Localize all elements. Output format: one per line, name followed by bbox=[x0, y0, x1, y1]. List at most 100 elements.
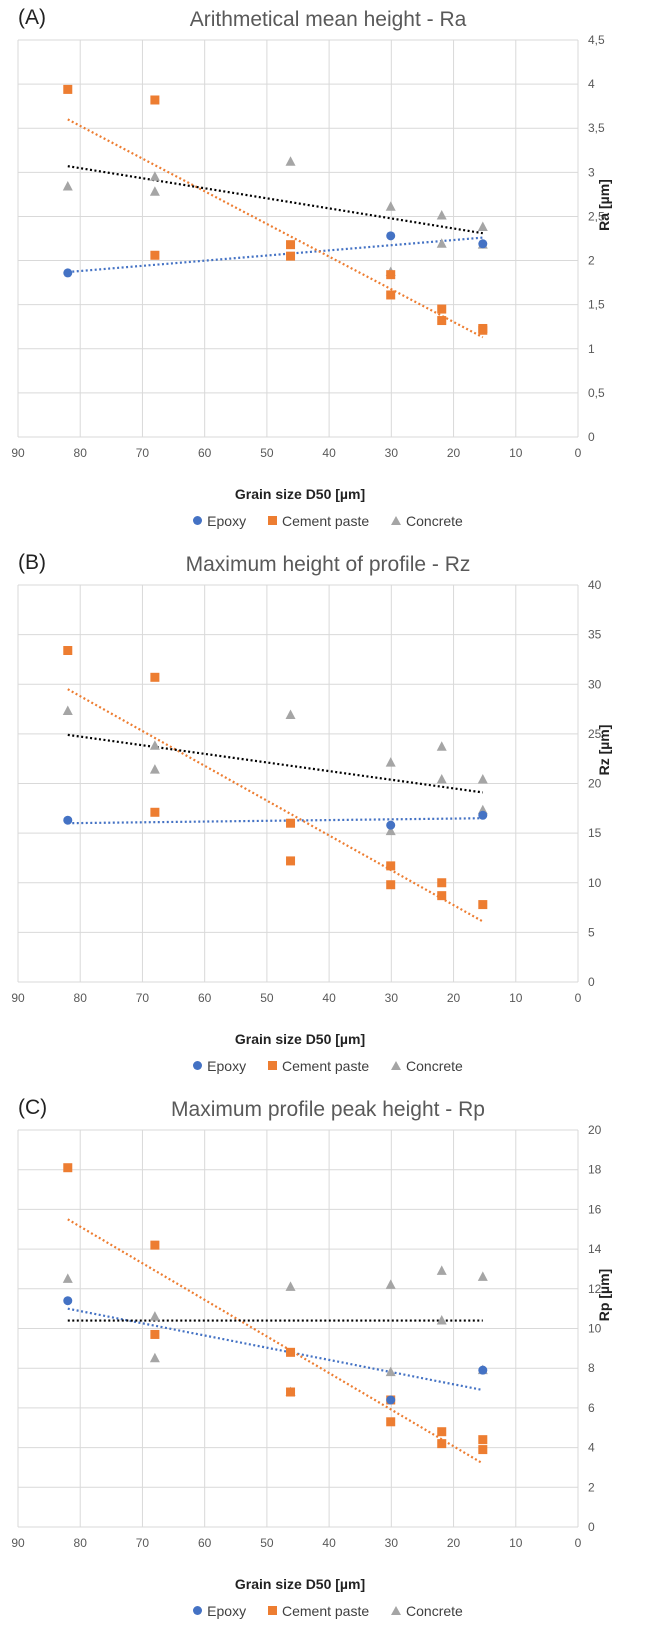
data-point-cement-paste bbox=[437, 304, 447, 314]
x-tick-label: 30 bbox=[385, 446, 399, 460]
x-tick-label: 50 bbox=[260, 1536, 274, 1550]
data-point-cement-paste bbox=[286, 856, 296, 866]
y-tick-label: 4 bbox=[588, 77, 595, 91]
x-tick-label: 10 bbox=[509, 1536, 523, 1550]
data-point-cement-paste bbox=[286, 251, 296, 261]
legend: Epoxy Cement paste Concrete bbox=[0, 1058, 656, 1074]
legend-label: Cement paste bbox=[281, 1058, 370, 1074]
x-tick-label: 40 bbox=[322, 1536, 336, 1550]
data-point-concrete bbox=[436, 741, 447, 751]
trendline-cement-paste bbox=[67, 118, 484, 339]
trendline-epoxy bbox=[67, 236, 483, 274]
legend-item-epoxy: Epoxy bbox=[193, 1603, 246, 1619]
data-point-epoxy bbox=[63, 1296, 73, 1306]
data-point-concrete bbox=[62, 180, 73, 191]
y-tick-label: 16 bbox=[588, 1202, 602, 1216]
legend: Epoxy Cement paste Concrete bbox=[0, 513, 656, 529]
x-tick-label: 60 bbox=[198, 446, 212, 460]
chart-plot-a: 90 80 70 60 50 40 30 20 10 00 0,5 1 1,5 2 2,5 3 3,5 4 4,5 bbox=[11, 33, 605, 460]
data-point-epoxy bbox=[63, 268, 73, 278]
x-tick-label: 0 bbox=[575, 1536, 582, 1550]
y-tick-label: 0 bbox=[588, 430, 595, 444]
y-tick-label: 2 bbox=[588, 254, 595, 268]
y-tick-label: 4,5 bbox=[588, 33, 605, 47]
x-tick-label: 20 bbox=[447, 446, 461, 460]
data-point-concrete bbox=[385, 1366, 396, 1377]
chart-plot-c: 90 80 70 60 50 40 30 20 10 00 2 4 6 8 10 12 14 16 18 20 bbox=[11, 1123, 602, 1550]
x-tick-label: 80 bbox=[74, 1536, 88, 1550]
data-point-cement-paste bbox=[150, 672, 160, 682]
data-point-cement-paste bbox=[386, 290, 396, 300]
data-point-concrete bbox=[385, 1279, 396, 1289]
chart-title: Arithmetical mean height - Ra bbox=[189, 8, 467, 31]
legend-marker-square bbox=[267, 1061, 277, 1070]
legend-item-concrete: Concrete bbox=[391, 1058, 463, 1074]
chart-panel-b: 90 80 70 60 50 40 30 20 10 0 0 5 10 15 20 25 30 35 40 (B) … bbox=[0, 545, 656, 1085]
data-point-cement-paste bbox=[437, 316, 447, 326]
data-point-cement-paste bbox=[386, 880, 396, 890]
data-point-concrete bbox=[477, 221, 488, 232]
x-tick-label: 60 bbox=[198, 991, 212, 1005]
data-point-concrete bbox=[149, 1311, 160, 1321]
x-tick-label: 70 bbox=[136, 446, 150, 460]
data-point-cement-paste bbox=[150, 95, 160, 105]
y-tick-label: 14 bbox=[588, 1242, 602, 1256]
trendline-epoxy bbox=[67, 817, 483, 825]
chart-panel-c: 90 80 70 60 50 40 30 20 10 0 0 2 4 6 8 10 12 14 16 18 20 (C)… bbox=[0, 1090, 656, 1627]
y-axis-label: Rz [µm] bbox=[596, 724, 612, 776]
y-tick-label: 0,5 bbox=[588, 386, 605, 400]
data-point-cement-paste bbox=[478, 900, 488, 910]
y-tick-label: 10 bbox=[588, 876, 602, 890]
data-point-concrete bbox=[62, 1273, 73, 1283]
data-point-concrete bbox=[149, 171, 160, 181]
legend-marker-square bbox=[267, 1606, 277, 1615]
y-tick-label: 2 bbox=[588, 1480, 595, 1494]
trendline-epoxy bbox=[67, 1307, 484, 1392]
trendline-cement-paste bbox=[67, 688, 484, 923]
y-tick-label: 12 bbox=[588, 1282, 602, 1296]
data-point-concrete bbox=[149, 186, 160, 196]
data-point-cement-paste bbox=[437, 1427, 447, 1437]
x-axis-label: Grain size D50 [µm] bbox=[234, 1576, 366, 1592]
data-point-concrete bbox=[436, 238, 447, 248]
data-point-cement-paste bbox=[437, 1439, 447, 1449]
legend-item-concrete: Concrete bbox=[391, 513, 463, 529]
legend-marker-square bbox=[267, 516, 277, 525]
data-point-cement-paste bbox=[478, 1435, 488, 1445]
legend-label: Concrete bbox=[406, 513, 463, 529]
x-tick-label: 60 bbox=[198, 1536, 212, 1550]
y-tick-label: 5 bbox=[588, 925, 595, 939]
data-point-concrete bbox=[477, 774, 488, 784]
legend-marker-triangle bbox=[391, 1061, 402, 1070]
y-tick-label: 25 bbox=[588, 727, 602, 741]
data-point-concrete bbox=[62, 705, 73, 716]
chart-plot-b: 90 80 70 60 50 40 30 20 10 00 5 10 15 20 25 30 35 40 bbox=[11, 578, 602, 1005]
x-tick-label: 20 bbox=[447, 1536, 461, 1550]
data-point-concrete bbox=[285, 1281, 296, 1291]
x-tick-label: 80 bbox=[74, 446, 88, 460]
data-point-concrete bbox=[436, 774, 447, 784]
y-tick-label: 0 bbox=[588, 975, 595, 989]
data-point-concrete bbox=[285, 156, 296, 166]
x-tick-label: 50 bbox=[260, 446, 274, 460]
legend-item-epoxy: Epoxy bbox=[193, 1058, 246, 1074]
panel-letter: (B) bbox=[18, 551, 46, 574]
legend-item-epoxy: Epoxy bbox=[193, 513, 246, 529]
data-point-concrete bbox=[149, 1352, 160, 1363]
data-point-cement-paste bbox=[386, 1417, 396, 1427]
y-tick-label: 3 bbox=[588, 165, 595, 179]
y-tick-label: 3,5 bbox=[588, 121, 605, 135]
x-tick-label: 30 bbox=[385, 991, 399, 1005]
legend-label: Concrete bbox=[406, 1603, 463, 1619]
data-point-cement-paste bbox=[286, 1347, 296, 1357]
data-point-cement-paste bbox=[478, 325, 488, 335]
data-point-cement-paste bbox=[63, 646, 73, 656]
legend-label: Concrete bbox=[406, 1058, 463, 1074]
data-point-cement-paste bbox=[150, 1329, 160, 1339]
data-point-cement-paste bbox=[286, 240, 296, 250]
data-point-cement-paste bbox=[437, 891, 447, 901]
y-tick-label: 15 bbox=[588, 826, 602, 840]
x-axis-label: Grain size D50 [µm] bbox=[234, 1031, 366, 1047]
legend-marker-triangle bbox=[391, 516, 402, 525]
data-point-concrete bbox=[436, 1265, 447, 1275]
